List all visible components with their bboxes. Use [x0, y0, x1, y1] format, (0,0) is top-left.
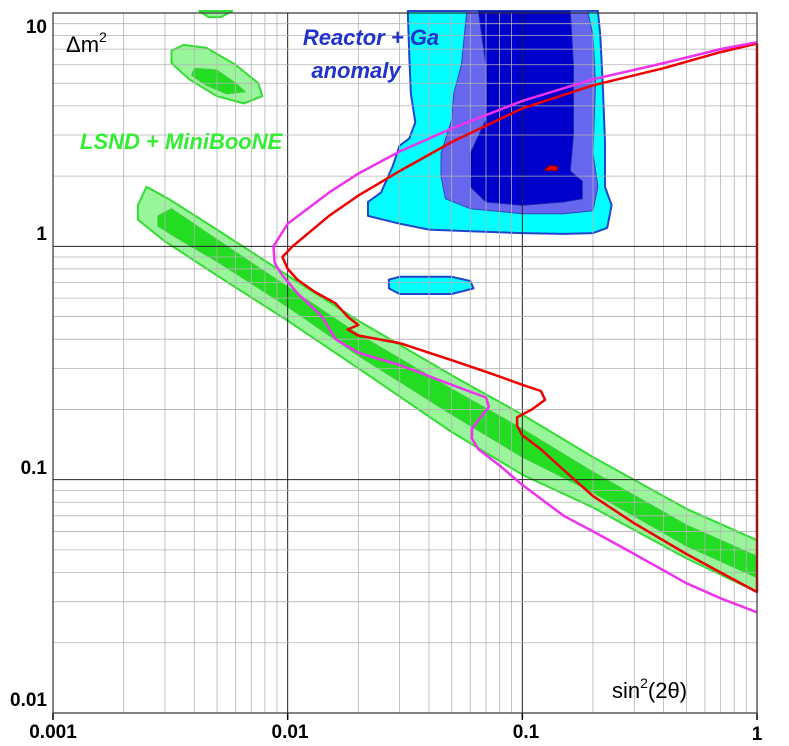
y-tick-label: 10 [26, 17, 47, 38]
anomaly-annotation: anomaly [311, 58, 402, 83]
y-tick-label: 0.1 [21, 458, 48, 479]
y-tick-label: 1 [36, 224, 47, 245]
x-tick-label: 1 [752, 724, 763, 745]
lsnd-miniboone-annotation: LSND + MiniBooNE [80, 129, 284, 154]
x-tick-label: 0.001 [29, 722, 77, 743]
reactor-island-region [387, 275, 475, 295]
y-axis-title-superscript: 2 [99, 29, 107, 45]
reactor-spot-region [543, 165, 559, 172]
magenta-curve-exclusion-curve [272, 40, 758, 614]
grid-lines [52, 13, 758, 720]
y-axis-title-base: Δm [66, 32, 99, 57]
y-axis-title: Δm2 [66, 29, 107, 57]
x-tick-label: 0.1 [513, 722, 540, 743]
x-tick-label: 0.01 [272, 722, 309, 743]
plot-frame [52, 12, 758, 714]
x-axis-title-rest: (2θ) [648, 678, 687, 703]
y-tick-label: 0.01 [10, 690, 47, 711]
x-axis-title-base: sin [612, 678, 640, 703]
exclusion-curves [272, 40, 759, 614]
x-axis-title: sin2(2θ) [612, 675, 687, 703]
x-axis-title-superscript: 2 [640, 675, 648, 691]
red-curve-exclusion-curve [281, 42, 759, 594]
reactor-ga-annotation: Reactor + Ga [303, 25, 439, 50]
